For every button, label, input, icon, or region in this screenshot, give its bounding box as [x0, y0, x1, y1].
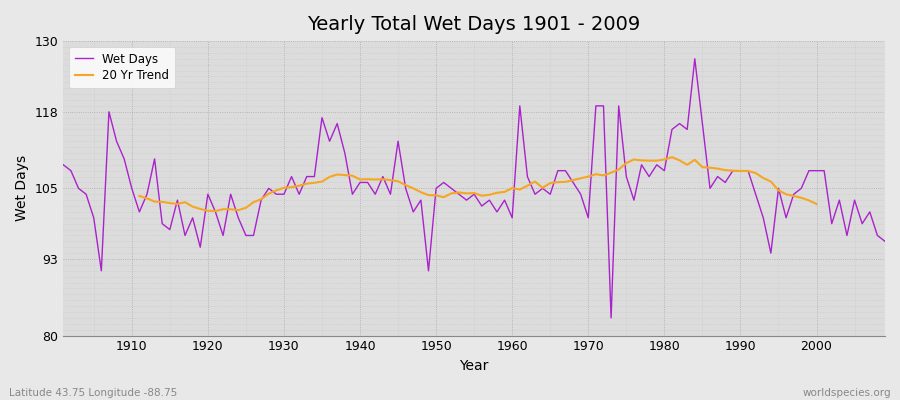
Wet Days: [598, 104, 609, 108]
Wet Days: [879, 239, 890, 244]
Wet Days: [689, 56, 700, 61]
Legend: Wet Days, 20 Yr Trend: Wet Days, 20 Yr Trend: [69, 47, 176, 88]
X-axis label: Year: Year: [460, 359, 489, 373]
20 Yr Trend: [667, 155, 678, 160]
20 Yr Trend: [613, 167, 624, 172]
20 Yr Trend: [347, 173, 358, 178]
Text: Latitude 43.75 Longitude -88.75: Latitude 43.75 Longitude -88.75: [9, 388, 177, 398]
Line: Wet Days: Wet Days: [63, 59, 885, 318]
Wet Days: [606, 316, 616, 320]
Wet Days: [58, 162, 68, 167]
20 Yr Trend: [811, 202, 822, 206]
20 Yr Trend: [233, 208, 244, 212]
Title: Yearly Total Wet Days 1901 - 2009: Yearly Total Wet Days 1901 - 2009: [308, 15, 641, 34]
Wet Days: [507, 215, 517, 220]
Wet Days: [286, 174, 297, 179]
Line: 20 Yr Trend: 20 Yr Trend: [140, 157, 816, 211]
Y-axis label: Wet Days: Wet Days: [15, 155, 29, 222]
20 Yr Trend: [712, 166, 723, 171]
Wet Days: [119, 156, 130, 161]
Wet Days: [500, 198, 510, 202]
20 Yr Trend: [796, 195, 806, 200]
20 Yr Trend: [134, 194, 145, 198]
20 Yr Trend: [210, 209, 220, 214]
20 Yr Trend: [727, 168, 738, 173]
Wet Days: [332, 121, 343, 126]
Text: worldspecies.org: worldspecies.org: [803, 388, 891, 398]
